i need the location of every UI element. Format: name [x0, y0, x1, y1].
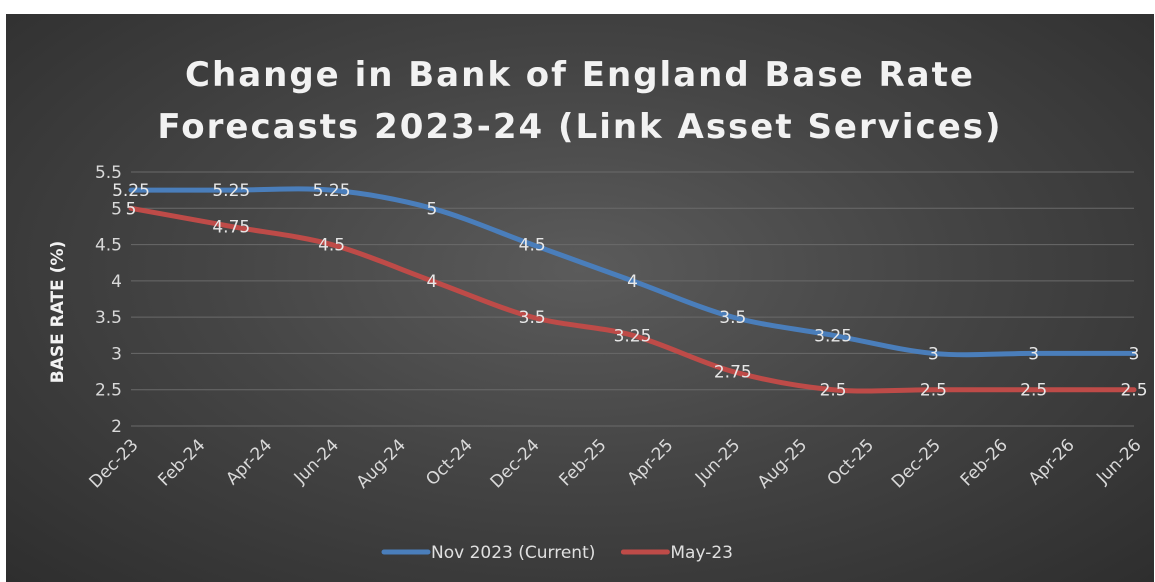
x-tick-label: Dec-23 — [85, 435, 142, 492]
x-tick-label: Aug-24 — [353, 435, 410, 492]
legend-entry: Nov 2023 (Current) — [431, 543, 595, 563]
x-axis-ticks: Dec-23 Feb-24 Apr-24 Jun-24 Aug-24 Oct-24 Dec-… — [85, 435, 1145, 492]
data-label: 4 — [627, 272, 638, 292]
y-tick-label: 4 — [111, 272, 122, 292]
x-tick-label: Apr-25 — [624, 435, 678, 489]
data-label: 2.5 — [920, 381, 947, 401]
x-tick-label: Feb-24 — [154, 435, 209, 490]
x-tick-label: Oct-24 — [422, 435, 477, 490]
x-tick-label: Apr-26 — [1025, 435, 1079, 489]
data-label: 5.25 — [212, 181, 250, 201]
data-label: 3.25 — [614, 326, 652, 346]
data-label: 3 — [1028, 344, 1039, 364]
y-tick-label: 2.5 — [95, 381, 122, 401]
y-tick-label: 3.5 — [95, 308, 122, 328]
line-chart: Change in Bank of England Base Rate Fore… — [48, 55, 1148, 563]
y-tick-label: 3 — [111, 344, 122, 364]
data-label: 3 — [1129, 344, 1140, 364]
y-tick-label: 4.5 — [95, 236, 122, 256]
legend-entry: May-23 — [670, 543, 733, 563]
series-lines — [128, 186, 1137, 394]
y-tick-label: 5 — [111, 199, 122, 219]
y-tick-label: 2 — [111, 417, 122, 437]
x-tick-label: Dec-24 — [487, 435, 544, 492]
chart-area: Change in Bank of England Base Rate Fore… — [6, 14, 1154, 582]
data-label: 4.75 — [212, 217, 250, 237]
x-tick-label: Feb-25 — [556, 435, 611, 490]
data-label: 4 — [426, 272, 437, 292]
y-tick-label: 5.5 — [95, 163, 122, 183]
data-label: 4.5 — [318, 236, 345, 256]
x-tick-label: Jun-25 — [691, 435, 744, 488]
data-label: 5.25 — [313, 181, 351, 201]
data-label: 3 — [928, 344, 939, 364]
x-tick-label: Feb-26 — [957, 435, 1012, 490]
x-tick-label: Aug-25 — [754, 435, 811, 492]
data-label: 3.5 — [719, 308, 746, 328]
data-label: 2.5 — [820, 381, 847, 401]
series-line-0 — [128, 186, 1137, 358]
chart-title-line-1: Change in Bank of England Base Rate — [185, 55, 975, 95]
x-tick-label: Jun-24 — [290, 435, 343, 488]
data-label: 5.25 — [112, 181, 150, 201]
chart-title-line-2: Forecasts 2023-24 (Link Asset Services) — [157, 107, 1002, 147]
x-tick-label: Oct-25 — [824, 435, 879, 490]
x-tick-label: Apr-24 — [222, 435, 276, 489]
series-line-1 — [128, 205, 1137, 394]
data-label: 2.5 — [1120, 381, 1147, 401]
data-label: 3.25 — [814, 326, 852, 346]
x-tick-label: Jun-26 — [1092, 435, 1145, 488]
data-label: 2.5 — [1020, 381, 1047, 401]
y-axis-ticks: 2 2.5 3 3.5 4 4.5 5 5.5 — [95, 163, 122, 437]
legend: Nov 2023 (Current) May-23 — [381, 543, 733, 563]
data-label: 5 — [126, 199, 137, 219]
x-tick-label: Dec-25 — [888, 435, 945, 492]
y-axis-label: BASE RATE (%) — [48, 241, 68, 384]
data-label: 2.75 — [714, 363, 752, 383]
data-label: 5 — [426, 199, 437, 219]
data-label: 4.5 — [519, 236, 546, 256]
data-label: 3.5 — [519, 308, 546, 328]
